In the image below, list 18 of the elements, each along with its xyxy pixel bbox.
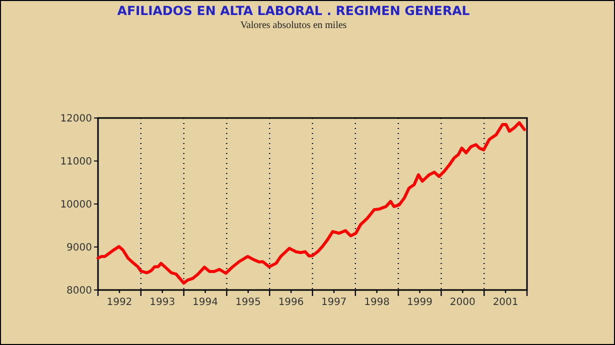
y-tick-label: 12000 [60,114,92,124]
x-tick-label: 1996 [278,297,304,308]
chart-title: AFILIADOS EN ALTA LABORAL . REGIMEN GENERAL [117,3,470,18]
x-tick-label: 1999 [407,297,432,308]
x-tick-label: 1994 [192,297,218,308]
x-tick-label: 1993 [150,297,176,308]
y-tick-label: 11000 [60,156,92,168]
x-tick-label: 1995 [235,297,261,308]
x-tick-label: 1992 [106,297,132,308]
y-tick-label: 10000 [60,200,92,210]
chart-subtitle: Valores absolutos en miles [240,20,347,31]
x-tick-label: 2000 [450,297,476,308]
y-tick-label: 8000 [66,286,92,296]
x-tick-label: 1998 [364,297,390,308]
x-tick-label: 1997 [321,297,347,308]
y-tick-label: 9000 [66,242,92,254]
x-tick-label: 2001 [492,297,518,308]
line-series [96,121,526,285]
